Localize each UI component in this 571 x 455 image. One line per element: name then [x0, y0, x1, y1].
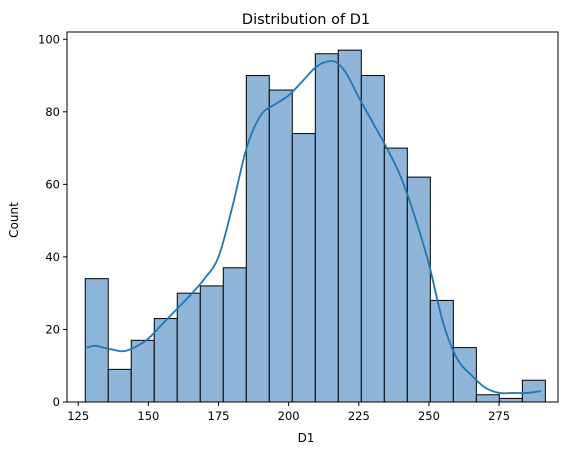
- histogram-bar-17: [475, 394, 500, 403]
- histogram-bars: [84, 49, 546, 403]
- histogram-bar-18: [498, 397, 523, 403]
- chart-title: Distribution of D1: [242, 12, 370, 28]
- y-tick-label-3: 60: [45, 177, 60, 191]
- x-tick-label-3: 200: [278, 409, 300, 423]
- plot-frame: [66, 31, 559, 403]
- x-axis-label: D1: [298, 431, 315, 445]
- histogram-bar-8: [268, 89, 293, 403]
- histogram-bar-2: [130, 339, 155, 403]
- x-tick-label-1: 150: [137, 409, 159, 423]
- y-axis-ticks: 0 20 40 60 80 100: [38, 32, 67, 409]
- histogram-bar-11: [337, 49, 362, 403]
- x-tick-label-2: 175: [208, 409, 230, 423]
- histogram-bar-0: [84, 278, 109, 403]
- y-tick-label-1: 20: [45, 322, 60, 336]
- histogram-bar-4: [176, 292, 201, 403]
- histogram-bar-3: [153, 318, 178, 403]
- histogram-bar-5: [199, 285, 224, 403]
- x-tick-label-0: 125: [67, 409, 89, 423]
- histogram-bar-1: [107, 368, 132, 403]
- x-tick-label-6: 275: [488, 409, 510, 423]
- y-tick-label-2: 40: [45, 250, 60, 264]
- histogram-bar-14: [406, 176, 431, 403]
- histogram-bar-10: [314, 53, 339, 403]
- histogram-bar-19: [521, 379, 546, 403]
- x-tick-label-5: 250: [418, 409, 440, 423]
- x-axis-ticks: 125 150 175 200 225 250 275: [67, 402, 510, 423]
- x-tick-label-4: 225: [348, 409, 370, 423]
- y-axis-label: Count: [7, 202, 21, 238]
- histogram-bar-9: [291, 133, 316, 403]
- kde-curve: [86, 60, 542, 395]
- y-tick-label-0: 0: [53, 395, 60, 409]
- y-tick-label-4: 80: [45, 105, 60, 119]
- histogram-bar-6: [222, 267, 247, 403]
- histogram-bar-16: [452, 347, 477, 403]
- y-tick-label-5: 100: [38, 32, 60, 46]
- histogram-bar-7: [245, 75, 270, 403]
